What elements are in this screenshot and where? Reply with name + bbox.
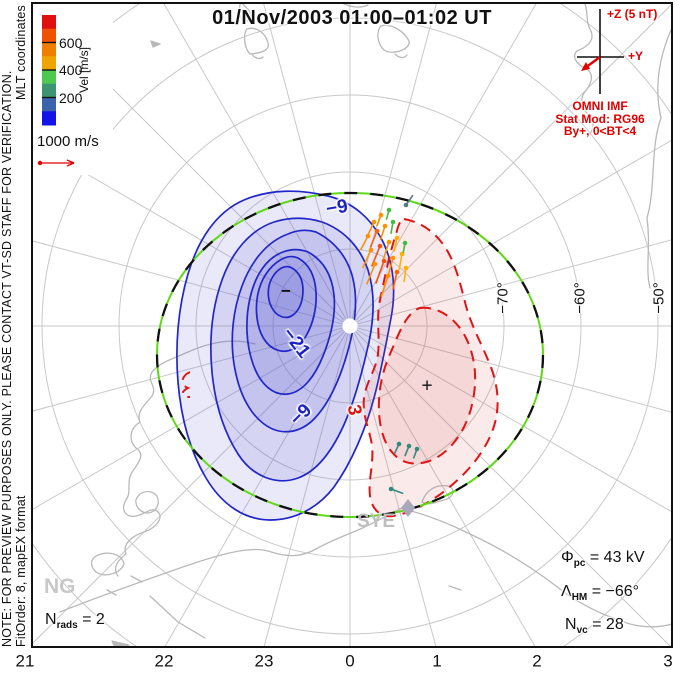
mlt-label-1: 1 xyxy=(432,651,442,671)
pole-marker xyxy=(342,318,358,334)
num-radars-stat: Nrads = 2 xyxy=(45,612,105,631)
lat-label-60: −60° xyxy=(571,282,589,314)
mlt-label-0: 0 xyxy=(345,651,355,671)
hm-boundary-latitude: ΛHM = −66° xyxy=(561,584,639,603)
num-vectors-stat: Nvc = 28 xyxy=(565,617,624,636)
plot-frame xyxy=(31,2,673,648)
negative-cell-minus: − xyxy=(281,281,291,301)
mlt-label-2: 2 xyxy=(532,651,542,671)
imf-y-axis-label: +Y xyxy=(628,49,644,63)
velocity-colorbar xyxy=(42,15,56,126)
colorbar-tick-600: 600 xyxy=(59,35,83,51)
lat-label-50: −50° xyxy=(650,282,668,314)
lambda-symbol: Λ xyxy=(561,583,572,600)
mlt-label-23: 23 xyxy=(254,651,274,671)
phi-subscript: pc xyxy=(573,558,586,570)
mlt-label-3: 3 xyxy=(663,651,673,671)
phi-symbol: Φ xyxy=(561,549,574,566)
imf-vector-arrow xyxy=(581,56,601,71)
phi-value: = 43 kV xyxy=(589,549,645,566)
imf-z-axis-label: +Z (5 nT) xyxy=(607,7,658,21)
colorbar-unit-label: Vel [m/s] xyxy=(77,46,91,94)
positive-potential-cell xyxy=(181,217,499,518)
negative-potential-cell xyxy=(176,190,395,521)
mlt-label-21: 21 xyxy=(15,651,35,671)
nrads-value: = 2 xyxy=(82,611,105,628)
reference-vector-label: 1000 m/s xyxy=(37,133,99,150)
nvc-value: = 28 xyxy=(592,616,624,633)
contour-label-neg9-top: −9 xyxy=(324,195,350,221)
mlt-label-22: 22 xyxy=(154,651,174,671)
mlt-coordinates-label: MLT coordinates xyxy=(14,5,28,100)
station-label-ng: NG xyxy=(44,575,76,598)
velocity-vectors xyxy=(359,194,420,495)
nrads-symbol: N xyxy=(45,611,57,628)
heppner-maynard-boundary xyxy=(155,191,545,519)
imf-source-label: OMNI IMF xyxy=(572,99,628,113)
lat-label-70: −70° xyxy=(494,282,512,314)
imf-model-label: Stat Mod: RG96 xyxy=(555,112,645,126)
cross-polar-cap-potential: Φpc = 43 kV xyxy=(561,550,645,569)
preview-note: NOTE: FOR PREVIEW PURPOSES ONLY. PLEASE … xyxy=(0,70,14,647)
coastlines xyxy=(59,4,671,646)
fit-order-label: FitOrder: 8, mapEX format xyxy=(14,495,28,647)
radar-site-diamond xyxy=(401,499,415,517)
station-label-sye: SYE xyxy=(357,511,396,532)
nvc-subscript: vc xyxy=(576,625,588,637)
positive-cell-plus: + xyxy=(421,375,433,397)
colorbar-tick-400: 400 xyxy=(59,62,83,78)
plot-title: 01/Nov/2003 01:00–01:02 UT xyxy=(212,7,492,29)
nrads-subscript: rads xyxy=(56,620,78,632)
lambda-value: = −66° xyxy=(591,583,640,600)
imf-dial xyxy=(577,9,624,94)
nvc-symbol: N xyxy=(565,616,577,633)
lambda-subscript: HM xyxy=(571,592,588,604)
reference-vector-arrow xyxy=(37,159,75,167)
imf-condition-label: By+, 0<BT<4 xyxy=(563,124,637,138)
colorbar-tick-200: 200 xyxy=(59,90,83,106)
margin-line2: FitOrder: 8, mapEX format MLT coordinate… xyxy=(14,5,28,647)
